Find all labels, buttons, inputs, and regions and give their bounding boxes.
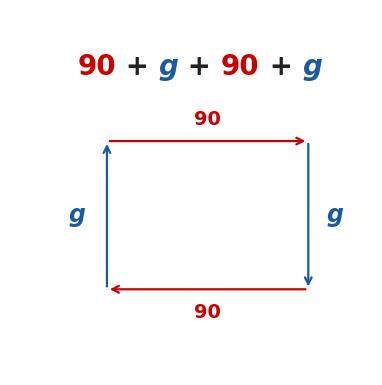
Text: g: g xyxy=(159,53,178,81)
Text: +: + xyxy=(178,53,221,81)
Text: g: g xyxy=(303,53,322,81)
Text: +: + xyxy=(260,53,303,81)
Text: g: g xyxy=(69,203,86,227)
Text: 90: 90 xyxy=(194,303,221,321)
Text: 90: 90 xyxy=(221,53,260,81)
Text: +: + xyxy=(116,53,159,81)
Text: g: g xyxy=(327,203,343,227)
Text: 90: 90 xyxy=(77,53,116,81)
Text: 90: 90 xyxy=(194,110,221,129)
